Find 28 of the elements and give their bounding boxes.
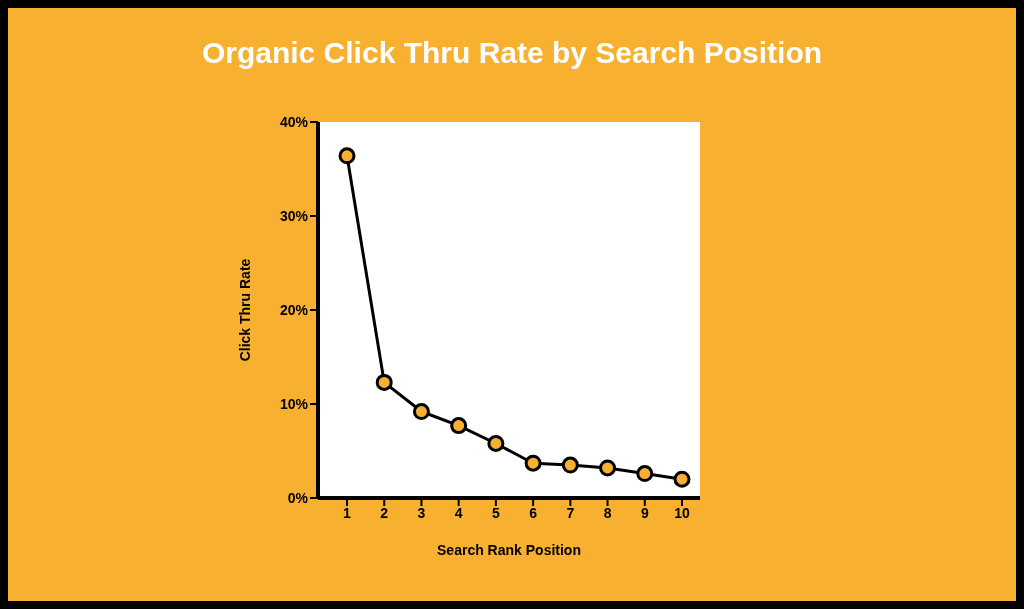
point [450, 417, 468, 435]
y-tick-label: 0% [287, 489, 309, 506]
y-tick-label: 20% [279, 301, 309, 318]
point [487, 434, 505, 452]
chart-title: Organic Click Thru Rate by Search Position [200, 36, 824, 70]
x-tick-label: 8 [603, 504, 612, 521]
x-tick-label: 7 [566, 504, 575, 521]
x-tick-label: 9 [640, 504, 649, 521]
point [375, 373, 393, 391]
point [673, 470, 691, 488]
point [338, 147, 356, 165]
x-tick-label: 6 [529, 504, 538, 521]
y-tick-label: 10% [279, 395, 309, 412]
y-tick-label: 40% [279, 113, 309, 130]
x-tick-label: 4 [454, 504, 463, 521]
point [412, 403, 430, 421]
x-tick-label: 10 [674, 504, 690, 521]
point [599, 459, 617, 477]
x-tick-label: 2 [380, 504, 389, 521]
y-axis-title: Click Thru Rate [237, 258, 253, 362]
point [524, 454, 542, 472]
point [636, 465, 654, 483]
x-tick-label: 1 [343, 504, 352, 521]
x-tick-label: 3 [417, 504, 426, 521]
y-tick-label: 30% [279, 207, 309, 224]
x-tick-label: 5 [491, 504, 500, 521]
x-axis-title: Search Rank Position [436, 542, 582, 558]
point [561, 456, 579, 474]
